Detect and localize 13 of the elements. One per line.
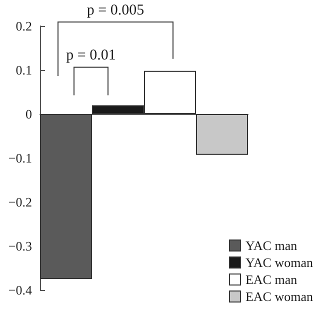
y-tick-label: −0.3 xyxy=(8,238,32,254)
y-tick-label: 0 xyxy=(26,106,32,122)
y-tick-label: 0.1 xyxy=(16,62,32,78)
y-tick-label: −0.2 xyxy=(8,194,32,210)
text: p = 0.005 xyxy=(86,2,144,18)
y-tick-label: −0.1 xyxy=(8,150,32,166)
legend-label: YAC woman xyxy=(245,255,314,270)
y-tick-label: −0.4 xyxy=(8,282,32,298)
legend-label: YAC man xyxy=(245,238,298,253)
annotation: p = 0.01 xyxy=(66,48,116,64)
y-tick-label: 0.2 xyxy=(16,18,32,34)
legend-label: EAC man xyxy=(245,272,298,287)
legend-label: EAC woman xyxy=(245,289,314,304)
